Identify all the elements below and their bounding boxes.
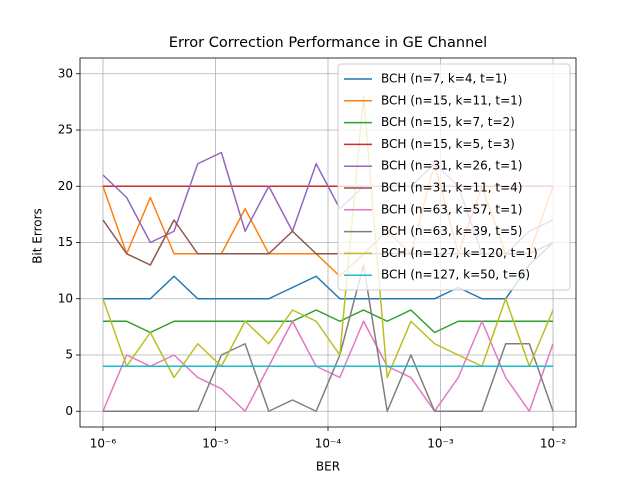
legend-label: BCH (n=31, k=26, t=1) [381,159,522,173]
y-tick-label: 10 [58,291,73,305]
legend-label: BCH (n=15, k=7, t=2) [381,115,515,129]
series-line [102,241,554,300]
series-line [102,309,554,334]
legend-label: BCH (n=31, k=11, t=4) [381,181,522,195]
legend-label: BCH (n=127, k=50, t=6) [381,268,530,282]
legend-label: BCH (n=127, k=120, t=1) [381,246,538,260]
x-axis-label: BER [316,460,340,474]
y-tick-label: 15 [58,235,73,249]
x-tick-label: 10⁻⁴ [315,437,342,451]
x-tick-label: 10⁻⁶ [90,437,117,451]
y-tick-label: 20 [58,179,73,193]
x-tick-label: 10⁻² [540,437,567,451]
series-line [102,95,554,379]
legend-label: BCH (n=15, k=5, t=3) [381,137,515,151]
legend-label: BCH (n=15, k=11, t=1) [381,93,522,107]
legend-label: BCH (n=7, k=4, t=1) [381,72,507,86]
legend-label: BCH (n=63, k=57, t=1) [381,202,522,216]
plot-frame [79,57,577,428]
y-tick-label: 0 [65,404,73,418]
series-line [102,320,554,412]
y-axis-label: Bit Errors [31,208,45,264]
y-tick-label: 25 [58,123,73,137]
legend-box [337,63,571,291]
y-tick-label: 5 [65,348,73,362]
series-line [102,264,554,412]
legend-label: BCH (n=63, k=39, t=5) [381,224,522,238]
x-tick-label: 10⁻³ [427,437,454,451]
y-tick-label: 30 [58,66,73,80]
chart-title: Error Correction Performance in GE Chann… [169,35,487,51]
x-tick-label: 10⁻⁵ [202,437,229,451]
